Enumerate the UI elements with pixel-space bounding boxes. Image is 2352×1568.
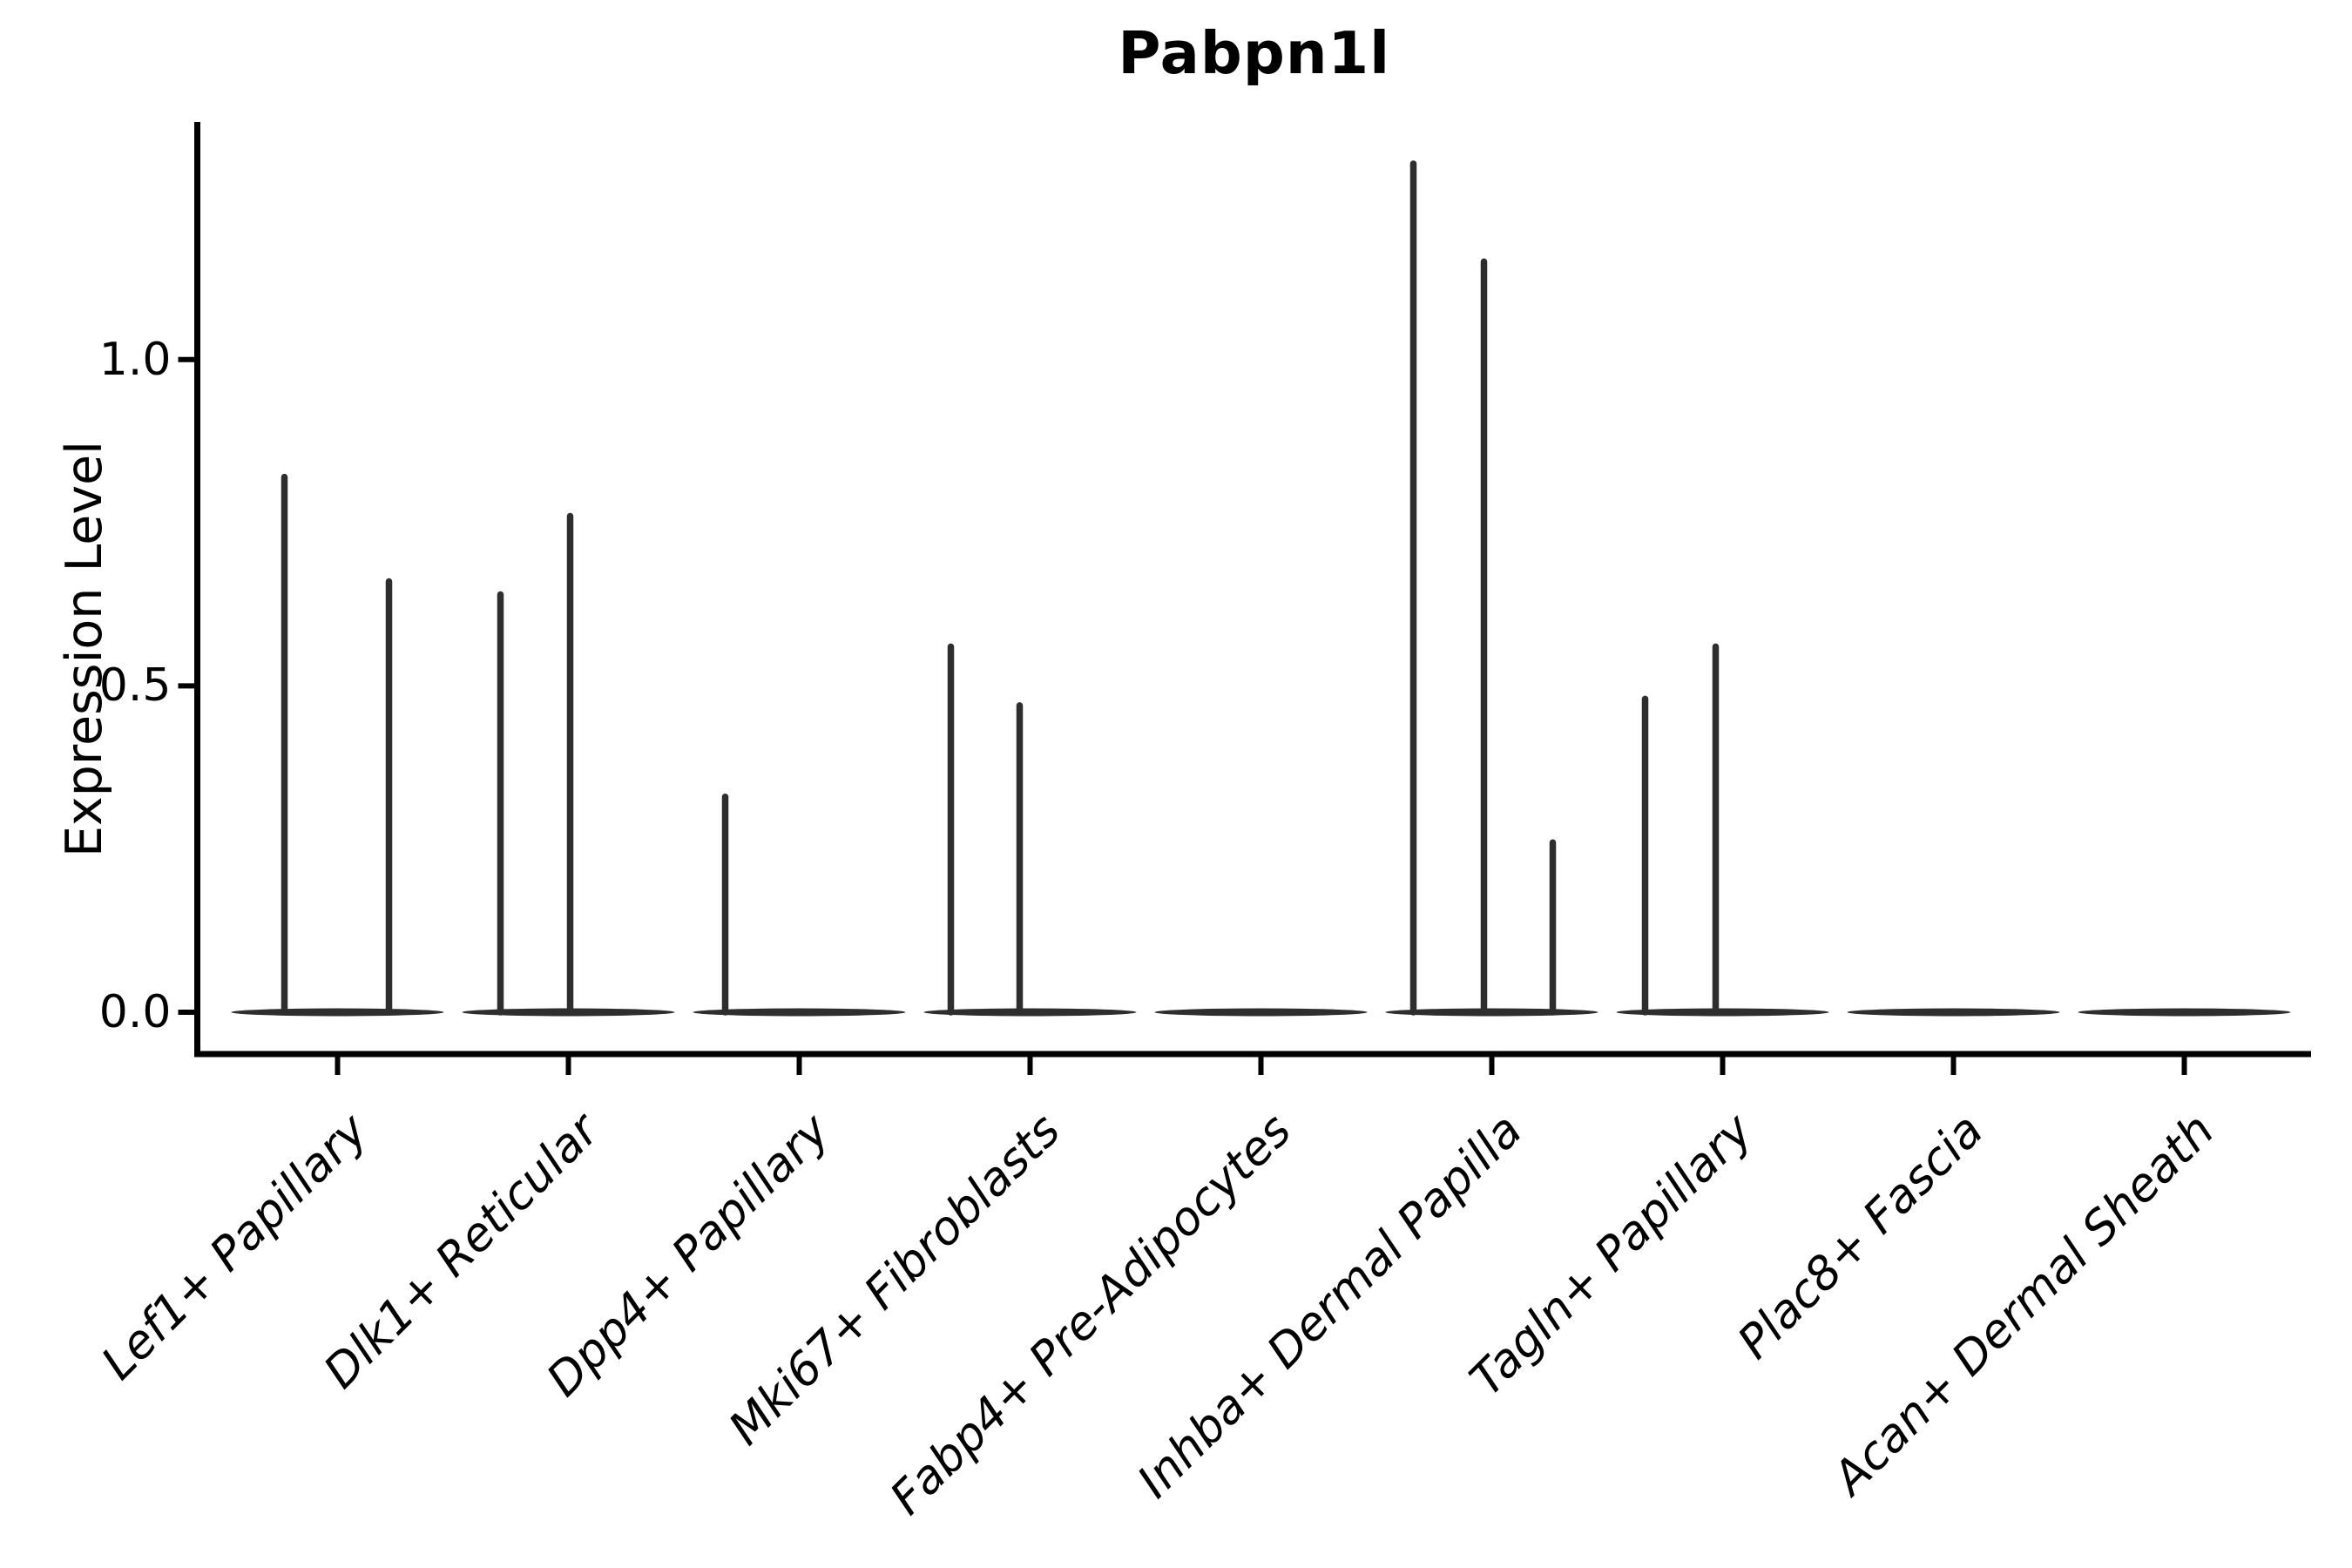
violin-baseline — [231, 1008, 444, 1017]
y-tick-label: 0.5 — [98, 659, 172, 713]
y-tick-label: 1.0 — [98, 333, 172, 386]
axis-spines — [194, 122, 2311, 1058]
violin-baseline — [1385, 1008, 1598, 1017]
y-axis-label: Expression Level — [56, 441, 113, 857]
violin-baseline — [923, 1008, 1137, 1017]
violin-baseline — [2078, 1008, 2291, 1017]
violin-baseline — [1847, 1008, 2060, 1017]
violin-baseline — [693, 1008, 906, 1017]
violin-baseline — [1616, 1008, 1829, 1017]
y-tick-label: 0.0 — [98, 986, 172, 1038]
plot-title: Pabpn1l — [1118, 19, 1391, 87]
violin-baseline — [1154, 1008, 1368, 1017]
